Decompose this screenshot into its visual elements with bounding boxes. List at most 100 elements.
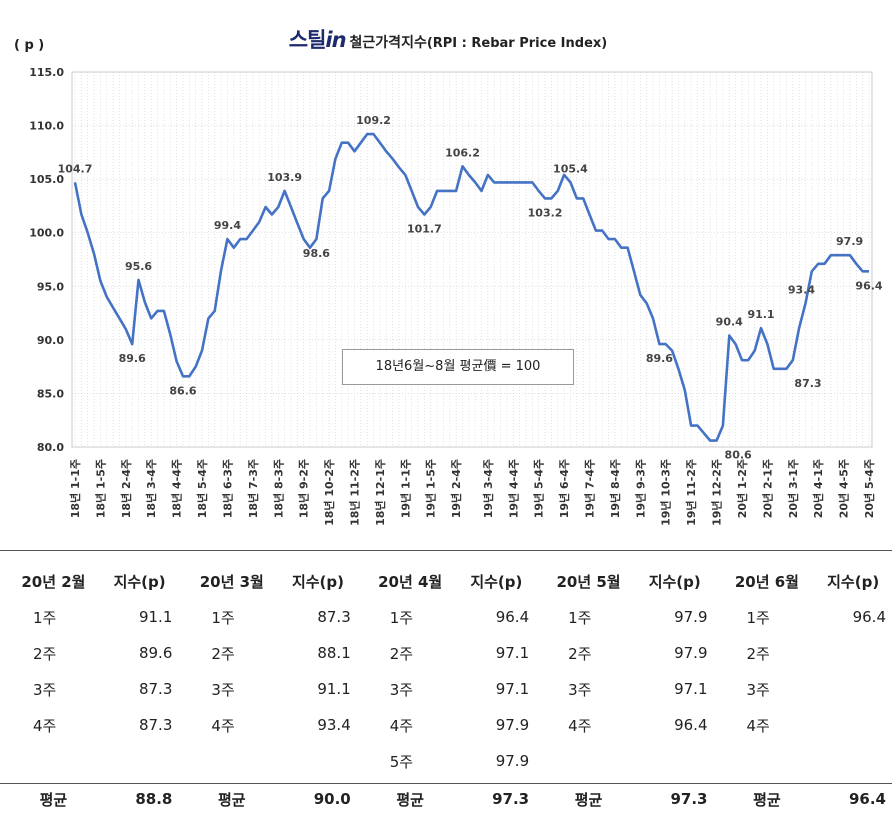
- week-value: 97.9: [495, 752, 530, 770]
- rebar-price-chart: 115.0 110.0 105.0 100.0 95.0 90.0 85.0 80.0 18년 …: [29, 66, 883, 526]
- x-tick-label: 20년 4-1주: [811, 459, 825, 518]
- avg-label: 평균: [753, 790, 781, 809]
- week-label: 1주: [33, 608, 57, 627]
- x-tick-label: 19년 7-4주: [583, 459, 597, 518]
- x-tick-label: 18년 3-4주: [144, 459, 158, 518]
- x-tick-label: 18년 8-3주: [271, 459, 285, 518]
- x-tick-label: 18년 9-2주: [297, 459, 311, 518]
- chart-title-english: (RPI : Rebar Price Index): [426, 36, 608, 51]
- week-value: 97.9: [674, 608, 708, 626]
- steelin-logo: 스틸in: [288, 28, 347, 52]
- x-tick-label: 19년 4-4주: [506, 459, 520, 518]
- data-label: 106.2: [445, 146, 480, 159]
- y-tick-label: 85.0: [37, 387, 64, 400]
- avg-value: 97.3: [492, 790, 530, 808]
- week-value: [285, 743, 357, 779]
- chart-title-korean: 철근가격지수: [349, 35, 427, 51]
- table-header-row: 20년 2월 지수(p) 20년 3월 지수(p) 20년 4월 지수(p) 20년 5월 지…: [0, 563, 892, 599]
- week-value: 87.3: [317, 608, 351, 626]
- week-value: 97.1: [495, 644, 530, 662]
- week-value: 97.1: [674, 680, 708, 698]
- week-value: 97.9: [495, 716, 530, 734]
- x-tick-label: 19년 9-3주: [633, 459, 647, 518]
- week-value: 96.4: [674, 716, 708, 734]
- table-avg-border: [0, 783, 892, 784]
- x-tick-label: 19년 10-3주: [659, 459, 673, 526]
- rebar-price-series-line: [73, 132, 869, 442]
- data-label: 109.2: [356, 114, 391, 127]
- x-tick-label: 18년 10-2주: [322, 459, 336, 526]
- week-label: [535, 743, 642, 779]
- week-value: 91.1: [138, 608, 173, 626]
- data-label: 80.6: [725, 449, 752, 462]
- index-header: 지수(p): [827, 572, 880, 591]
- chart-title: 스틸in 철근가격지수(RPI : Rebar Price Index): [0, 24, 896, 54]
- data-label: 103.9: [267, 171, 302, 184]
- week-label: [178, 743, 285, 779]
- data-label: 95.6: [125, 260, 152, 273]
- week-value: [820, 707, 892, 743]
- week-value: 96.4: [495, 608, 530, 626]
- y-tick-label: 115.0: [29, 66, 64, 79]
- table-average-row: 평균 88.8 평균 90.0 평균 97.3 평균 97.3 평균 96.4: [0, 779, 892, 819]
- chart-data-labels: 104.7 89.6 95.6 86.6 99.4 103.9 98.6 109.2 101.7…: [58, 114, 883, 461]
- week-value: 93.4: [317, 716, 351, 734]
- week-label: 3주: [33, 680, 57, 699]
- x-tick-label: 19년 6-4주: [557, 459, 571, 518]
- month-header: 20년 2월: [21, 572, 86, 591]
- week-value: 89.6: [138, 644, 173, 662]
- table-top-border: [0, 550, 892, 551]
- data-label: 101.7: [407, 223, 442, 236]
- data-label: 103.2: [528, 206, 563, 219]
- x-tick-label: 18년 1-5주: [93, 459, 107, 518]
- x-tick-label: 19년 3-4주: [481, 459, 495, 518]
- avg-label: 평균: [574, 790, 603, 809]
- index-header: 지수(p): [291, 572, 344, 591]
- index-header: 지수(p): [113, 572, 166, 591]
- x-tick-label: 19년 2-4주: [449, 459, 463, 518]
- data-label: 96.4: [855, 279, 882, 292]
- week-label: 1주: [568, 608, 592, 627]
- data-label: 89.6: [119, 352, 146, 365]
- y-tick-label: 100.0: [29, 227, 64, 240]
- x-tick-label: 19년 1-5주: [424, 459, 438, 518]
- avg-label: 평균: [39, 790, 68, 809]
- week-label: 3주: [746, 680, 770, 699]
- week-label: [714, 743, 821, 779]
- week-value: [107, 743, 179, 779]
- x-tick-label: 18년 1-1주: [68, 459, 82, 518]
- y-tick-label: 105.0: [29, 173, 64, 186]
- data-label: 91.1: [747, 308, 774, 321]
- week-label: 3주: [568, 680, 592, 699]
- baseline-note: 18년6월~8월 평균價 = 100: [342, 349, 574, 385]
- week-value: 91.1: [317, 680, 351, 698]
- x-tick-label: 18년 11-2주: [347, 459, 361, 526]
- x-tick-label: 19년 8-4주: [608, 459, 622, 518]
- data-label: 93.4: [788, 283, 815, 296]
- table-row: 3주 87.3 3주 91.1 3주 97.1 3주 97.1 3주: [0, 671, 892, 707]
- week-value: 97.1: [495, 680, 530, 698]
- month-header: 20년 4월: [378, 572, 443, 591]
- data-label: 90.4: [716, 316, 743, 329]
- data-label: 86.6: [169, 384, 196, 397]
- month-header: 20년 5월: [556, 572, 621, 591]
- week-label: 4주: [211, 716, 235, 735]
- week-label: 2주: [568, 644, 592, 663]
- x-tick-label: 19년 11-2주: [684, 459, 698, 526]
- data-label: 99.4: [214, 219, 241, 232]
- data-label: 89.6: [646, 352, 673, 365]
- week-label: 4주: [389, 716, 414, 735]
- week-value: 96.4: [852, 608, 886, 626]
- avg-label: 평균: [396, 790, 424, 809]
- week-label: 1주: [746, 608, 770, 627]
- x-tick-label: 19년 5-4주: [532, 459, 546, 518]
- y-axis-unit: ( p ): [14, 38, 45, 53]
- week-value: 97.9: [674, 644, 708, 662]
- week-label: 1주: [389, 608, 414, 627]
- y-tick-label: 90.0: [37, 334, 64, 347]
- week-label: 1주: [211, 608, 235, 627]
- x-tick-label: 20년 2-1주: [760, 459, 774, 518]
- data-label: 98.6: [303, 247, 330, 260]
- x-tick-label: 18년 2-4주: [119, 459, 133, 518]
- table-row: 4주 87.3 4주 93.4 4주 97.9 4주 96.4 4주: [0, 707, 892, 743]
